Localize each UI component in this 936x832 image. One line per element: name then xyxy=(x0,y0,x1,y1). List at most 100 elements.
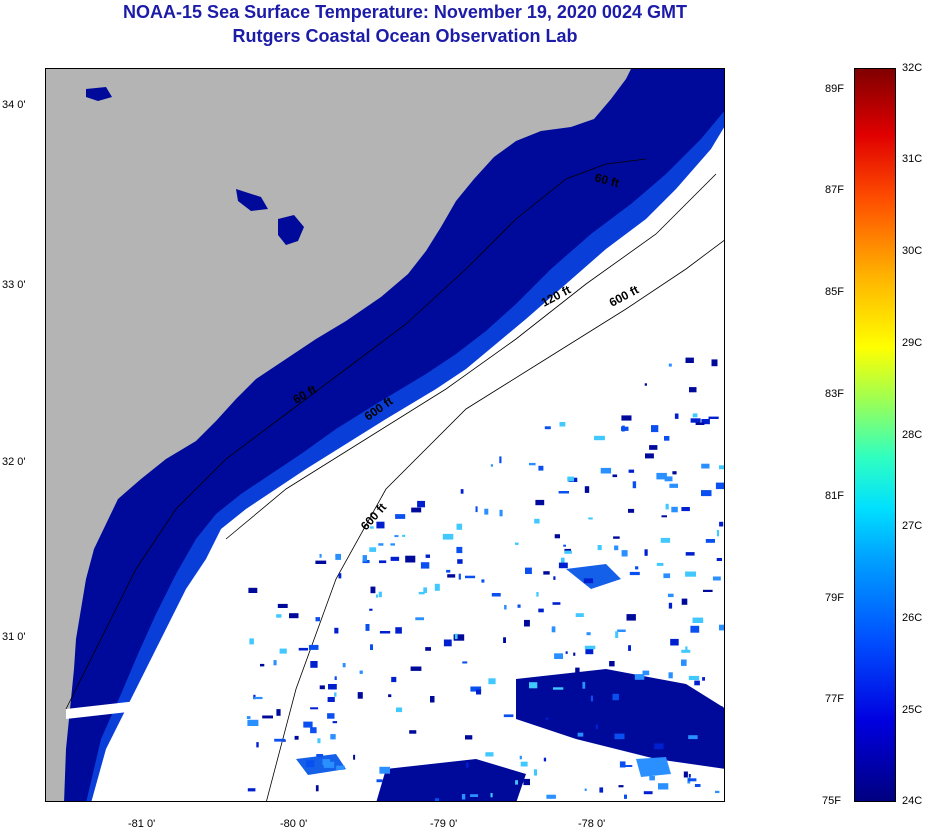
cloud-cleared-pixel xyxy=(715,482,724,490)
cloud-cleared-pixel xyxy=(554,653,563,659)
cloud-cleared-pixel xyxy=(315,785,319,792)
cloud-cleared-pixel xyxy=(554,534,560,539)
cloud-cleared-pixel xyxy=(715,790,720,794)
colorbar-c-label: 24C xyxy=(902,795,923,807)
inland-lake xyxy=(236,189,268,211)
cloud-cleared-pixel xyxy=(519,755,522,760)
cloud-cleared-pixel xyxy=(621,415,632,421)
cloud-cleared-pixel xyxy=(618,785,624,788)
cloud-cleared-pixel xyxy=(624,765,633,767)
cloud-cleared-pixel xyxy=(443,639,452,647)
cloud-cleared-pixel xyxy=(663,573,671,579)
cloud-cleared-pixel xyxy=(447,574,456,578)
cloud-cleared-pixel xyxy=(564,550,572,554)
cloud-cleared-pixel xyxy=(369,608,373,611)
cloud-cleared-pixel xyxy=(702,677,705,681)
isobath-600ft xyxy=(266,240,724,801)
colorbar-c-label: 25C xyxy=(902,704,923,716)
cloud-cleared-pixel xyxy=(546,794,556,799)
cloud-cleared-pixel xyxy=(564,548,571,552)
cloud-cleared-pixel xyxy=(719,624,724,631)
cloud-cleared-pixel xyxy=(520,761,528,767)
colorbar-f-label: 85F xyxy=(825,286,844,298)
cloud-cleared-pixel xyxy=(515,780,518,785)
cloud-cleared-pixel xyxy=(378,591,382,598)
cloud-cleared-pixel xyxy=(689,387,697,393)
inland-lake xyxy=(86,87,112,101)
cloud-cleared-pixel xyxy=(643,791,653,795)
cloud-cleared-pixel xyxy=(688,675,700,681)
cloud-cleared-pixel xyxy=(595,724,598,730)
cloud-cleared-pixel xyxy=(543,571,550,575)
cloud-cleared-pixel xyxy=(645,453,654,459)
cloud-cleared-pixel xyxy=(247,719,259,726)
map-title: NOAA-15 Sea Surface Temperature: Novembe… xyxy=(123,2,687,22)
cloud-cleared-pixel xyxy=(523,778,530,786)
cloud-cleared-pixel xyxy=(462,661,468,664)
cloud-cleared-pixel xyxy=(310,707,319,710)
colorbar-c-label: 31C xyxy=(902,153,923,165)
cloud-cleared-pixel xyxy=(552,602,561,605)
colorbar-c-label: 28C xyxy=(902,429,923,441)
cloud-cleared-pixel xyxy=(274,738,285,742)
cloud-cleared-pixel xyxy=(465,575,476,579)
colorbar-f-label: 79F xyxy=(825,592,844,604)
cloud-cleared-pixel xyxy=(575,667,580,675)
warm-eddy xyxy=(636,757,671,777)
cloud-cleared-pixel xyxy=(703,589,713,592)
cloud-cleared-pixel xyxy=(688,774,691,778)
land-mass xyxy=(46,69,631,801)
cloud-cleared-pixel xyxy=(614,733,625,740)
cloud-cleared-pixel xyxy=(719,465,724,470)
cloud-cleared-pixel xyxy=(394,535,399,538)
cloud-cleared-pixel xyxy=(359,670,363,674)
cloud-cleared-pixel xyxy=(248,587,258,593)
cloud-cleared-pixel xyxy=(503,714,514,718)
cloud-cleared-pixel xyxy=(319,554,322,558)
sst-map: 60 ft 120 ft 600 ft 60 ft 600 ft 600 ft xyxy=(45,68,725,802)
lon-tick-label: -79 0' xyxy=(430,818,458,830)
cloud-cleared-pixel xyxy=(246,716,251,719)
lon-tick-label: -81 0' xyxy=(128,818,156,830)
cloud-cleared-pixel xyxy=(334,627,339,634)
cloud-cleared-pixel xyxy=(503,637,506,643)
cloud-cleared-pixel xyxy=(365,624,370,631)
cloud-cleared-pixel xyxy=(298,647,308,651)
cloud-cleared-pixel xyxy=(253,696,263,700)
cloud-cleared-pixel xyxy=(529,682,538,689)
cloud-cleared-pixel xyxy=(583,578,594,584)
cloud-cleared-pixel xyxy=(276,614,282,618)
cloud-cleared-pixel xyxy=(390,556,400,561)
cloud-cleared-pixel xyxy=(369,526,374,529)
cloud-cleared-pixel xyxy=(629,571,640,576)
cloud-cleared-pixel xyxy=(336,765,345,770)
map-subtitle: Rutgers Coastal Ocean Observation Lab xyxy=(232,26,578,46)
cloud-cleared-pixel xyxy=(665,503,669,510)
cloud-cleared-pixel xyxy=(488,678,496,685)
cloud-cleared-pixel xyxy=(430,696,435,703)
cloud-cleared-pixel xyxy=(334,676,337,680)
cloud-cleared-pixel xyxy=(584,486,590,493)
cloud-cleared-pixel xyxy=(423,587,427,593)
cloud-cleared-pixel xyxy=(672,471,677,475)
cloud-cleared-pixel xyxy=(690,418,701,423)
cloud-cleared-pixel xyxy=(417,500,425,508)
cloud-cleared-pixel xyxy=(262,715,273,719)
cloud-cleared-pixel xyxy=(388,694,392,698)
cloud-cleared-pixel xyxy=(716,558,722,561)
cloud-cleared-pixel xyxy=(524,619,530,627)
cloud-cleared-pixel xyxy=(617,629,626,632)
cloud-cleared-pixel xyxy=(567,476,574,482)
cloud-cleared-pixel xyxy=(560,557,565,563)
cloud-cleared-pixel xyxy=(410,666,422,671)
cloud-cleared-pixel xyxy=(379,560,387,564)
cloud-cleared-pixel xyxy=(671,506,678,513)
cloud-cleared-pixel xyxy=(533,769,537,776)
cloud-cleared-pixel xyxy=(515,542,519,545)
cloud-cleared-pixel xyxy=(456,546,463,554)
cloud-cleared-pixel xyxy=(614,545,619,551)
cloud-cleared-pixel xyxy=(260,663,265,667)
cloud-cleared-pixel xyxy=(711,359,718,367)
cloud-cleared-pixel xyxy=(656,562,664,566)
cloud-cleared-pixel xyxy=(415,617,424,621)
